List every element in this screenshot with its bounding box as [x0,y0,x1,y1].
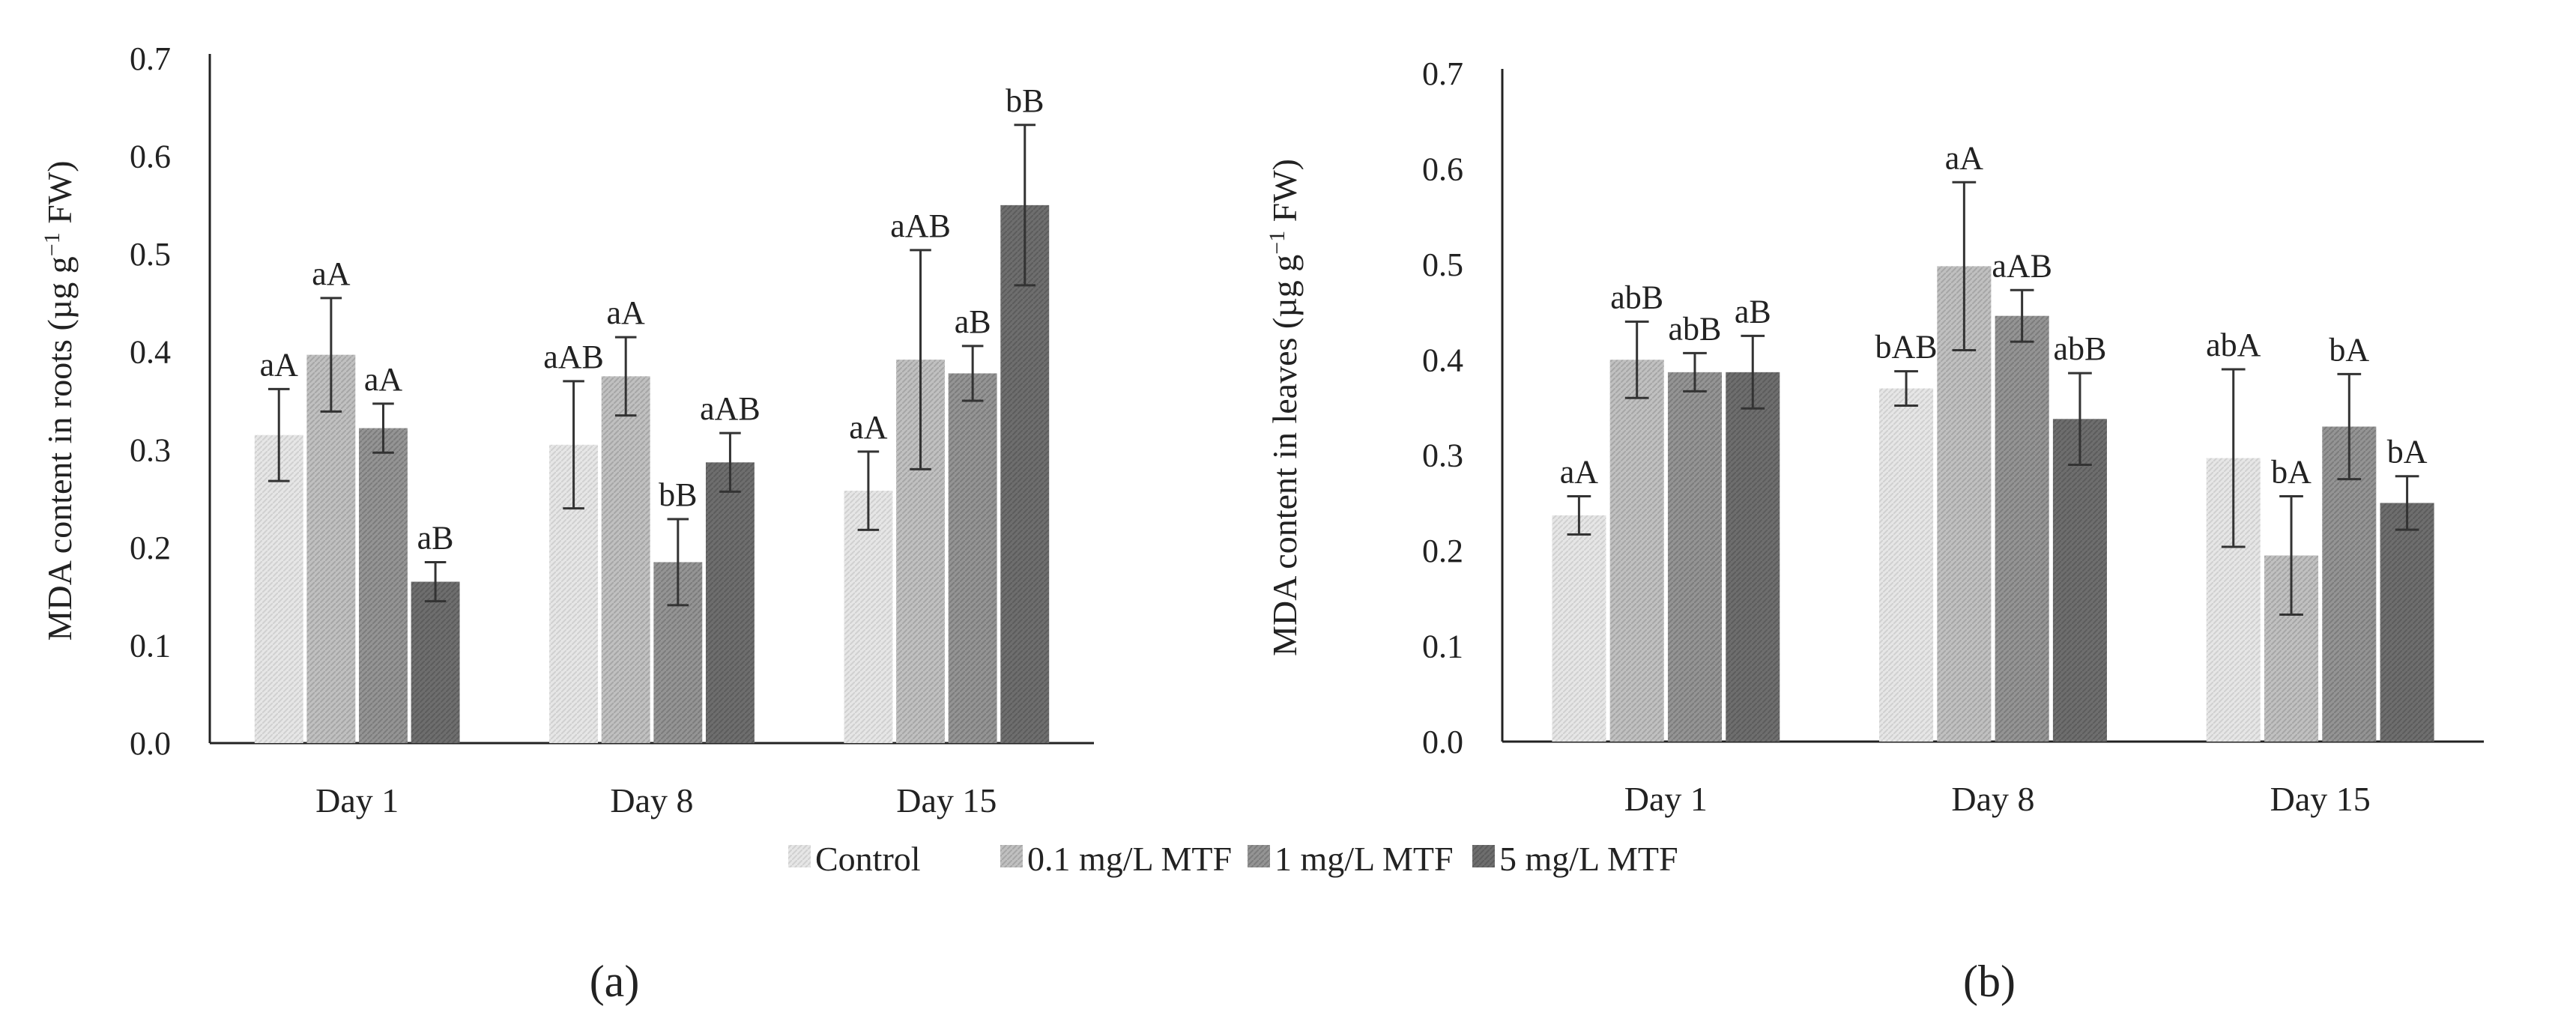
bar [601,376,650,743]
y-tick-label: 0.7 [1422,55,1463,92]
significance-label: bB [1006,82,1044,119]
significance-label: aAB [1992,247,2052,284]
legend-label: 0.1 mg/L MTF [1027,840,1232,878]
significance-label: aA [1945,139,1984,176]
bar [1000,205,1050,743]
bar [359,428,408,743]
significance-label: aA [1560,454,1599,491]
chart-panel-a: 0.0 0.1 0.2 0.3 0.4 0.5 0.6 0.7 MDA content in r… [40,40,1094,820]
y-tick-label: 0.0 [1422,724,1463,760]
legend-swatch [788,845,811,867]
y-axis-label: MDA content in leaves (µg g−1 FW) [1265,159,1304,656]
bar [948,373,997,743]
y-tick-label: 0.7 [130,40,171,77]
significance-label: abB [2053,330,2106,367]
y-tick-label: 0.2 [1422,533,1463,569]
legend-label: 1 mg/L MTF [1275,840,1454,878]
significance-label: aB [1735,293,1771,330]
significance-label: aA [364,361,403,398]
legend-label: Control [815,840,921,878]
significance-label: bA [2329,331,2369,368]
legend-swatch [1472,845,1495,867]
significance-label: bAB [1875,329,1938,366]
legend-swatch [1000,845,1023,867]
significance-label: aAB [543,339,604,375]
significance-label: aA [849,409,888,446]
bar [1726,372,1780,742]
y-tick-label: 0.6 [130,139,171,175]
x-category-label: Day 1 [315,781,399,820]
legend-label: 5 mg/L MTF [1499,840,1678,878]
panel-label-b: (b) [1963,957,2016,1006]
significance-label: aA [607,294,646,331]
y-tick-label: 0.6 [1422,151,1463,187]
y-tick-label: 0.1 [1422,628,1463,665]
significance-label: aAB [700,390,761,427]
bar [844,491,893,743]
significance-label: aA [312,255,351,292]
y-tick-label: 0.5 [1422,246,1463,283]
x-category-label: Day 8 [610,781,693,820]
panel-label-a: (a) [590,957,640,1006]
y-tick-label: 0.4 [1422,342,1463,378]
y-tick-label: 0.5 [130,236,171,273]
x-category-label: Day 1 [1624,780,1708,818]
significance-label: abB [1610,279,1663,315]
x-category-label: Day 15 [896,781,997,820]
significance-label: aB [955,303,991,340]
bar [1995,315,2049,742]
bar [1552,515,1606,742]
significance-label: aAB [890,207,951,244]
bar [254,434,303,743]
y-axis-label: MDA content in roots (µg g−1 FW) [40,160,79,640]
y-tick-label: 0.2 [130,530,171,566]
bar [411,581,460,743]
x-category-label: Day 8 [1951,780,2034,818]
bar [1879,388,1934,742]
significance-label: aA [260,346,299,383]
y-tick-label: 0.1 [130,627,171,664]
significance-label: aB [417,519,454,556]
x-category-label: Day 15 [2270,780,2371,818]
significance-label: bA [2387,434,2428,470]
bar [306,354,356,743]
significance-label: abA [2206,327,2261,363]
legend: Control 0.1 mg/L MTF 1 mg/L MTF 5 mg/L MTF [788,840,1678,878]
y-tick-label: 0.4 [130,334,171,371]
y-tick-label: 0.3 [130,431,171,468]
y-tick-label: 0.3 [1422,437,1463,474]
chart-panel-b: 0.0 0.1 0.2 0.3 0.4 0.5 0.6 0.7 MDA content in l… [1265,55,2484,818]
significance-label: abB [1669,310,1722,347]
bar [1667,372,1723,742]
legend-swatch [1248,845,1270,867]
significance-label: bB [659,476,697,513]
bar [705,462,755,743]
bar [1609,360,1664,742]
significance-label: bA [2271,454,2312,491]
y-tick-label: 0.0 [130,725,171,762]
bar [2052,419,2107,742]
bar [2380,503,2434,742]
